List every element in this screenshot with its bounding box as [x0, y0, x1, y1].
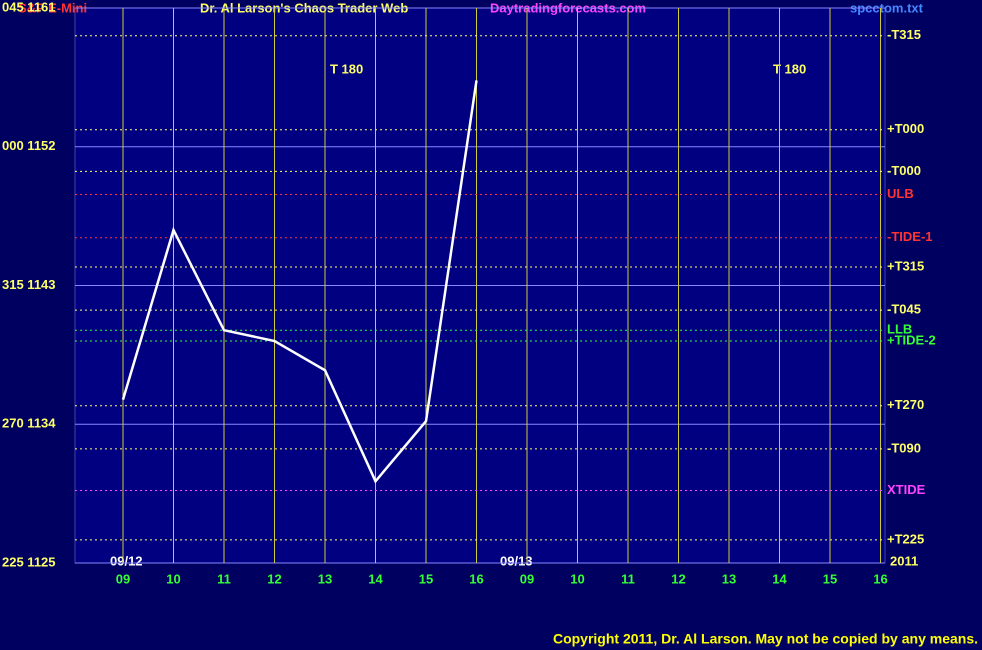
x-tick-label: 12 [671, 571, 685, 586]
y-tick-label: 045 1161 [2, 0, 56, 14]
x-tick-label: 11 [217, 571, 231, 586]
x-tick-label: 10 [166, 571, 180, 586]
copyright: Copyright 2011, Dr. Al Larson. May not b… [553, 631, 978, 647]
y-tick-label: 000 1152 [2, 138, 56, 153]
x-tick-label: 16 [469, 571, 483, 586]
level-label: -T315 [887, 27, 921, 42]
level-label: +TIDE-2 [887, 332, 936, 347]
x-tick-label: 14 [772, 571, 787, 586]
y-tick-label: 225 1125 [2, 554, 56, 569]
level-label: +T315 [887, 258, 924, 273]
y-tick-label: 270 1134 [2, 416, 56, 431]
x-tick-label: 12 [267, 571, 281, 586]
level-label: -TIDE-1 [887, 229, 933, 244]
x-tick-label: 09 [116, 571, 130, 586]
level-label: XTIDE [887, 482, 926, 497]
x-tick-label: 11 [621, 571, 635, 586]
x-tick-label: 14 [368, 571, 383, 586]
x-tick-label: 13 [722, 571, 736, 586]
level-label: +T000 [887, 121, 924, 136]
annotation: T 180 [330, 61, 363, 76]
year: 2011 [890, 553, 918, 568]
x-tick-label: 09 [520, 571, 534, 586]
x-tick-label: 15 [823, 571, 837, 586]
level-label: -T090 [887, 440, 921, 455]
date-label: 09/13 [500, 553, 533, 568]
level-label: LLB [887, 322, 912, 337]
level-label: ULB [887, 186, 914, 201]
price-line [121, 80, 478, 484]
x-tick-label: 10 [570, 571, 584, 586]
x-tick-label: 13 [318, 571, 332, 586]
level-label: -T000 [887, 163, 921, 178]
x-tick-label: 16 [873, 571, 887, 586]
x-tick-label: 15 [419, 571, 433, 586]
annotation: T 180 [773, 61, 806, 76]
y-tick-label: 315 1143 [2, 277, 56, 292]
date-label: 09/12 [110, 553, 143, 568]
file-name: spcctom.txt [850, 0, 924, 15]
instrument: S&P E-Mini [18, 0, 87, 15]
level-label: +T270 [887, 397, 924, 412]
level-label: +T225 [887, 531, 924, 546]
level-label: -T045 [887, 302, 921, 317]
